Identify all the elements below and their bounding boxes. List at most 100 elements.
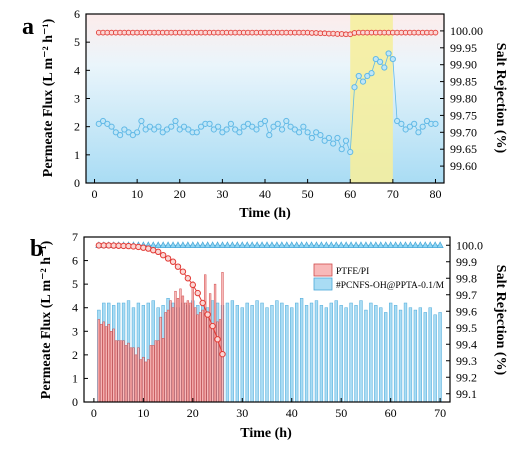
pcnfs-flux-bar xyxy=(280,302,284,403)
pcnfs-rejection-point xyxy=(421,241,429,248)
y-right-tick-label: 99.1 xyxy=(456,387,477,401)
ptfe-flux-bar xyxy=(169,300,172,403)
pcnfs-flux-bar xyxy=(354,305,358,403)
flux-point xyxy=(411,120,418,127)
ptfe-flux-bar xyxy=(105,326,108,403)
ptfe-flux-bar xyxy=(112,328,115,403)
pcnfs-rejection-point xyxy=(347,241,355,248)
y-left-tick-label: 2 xyxy=(72,348,78,362)
pcnfs-flux-bar xyxy=(408,307,413,403)
flux-point xyxy=(278,126,286,133)
x-tick-label: 80 xyxy=(429,187,441,201)
pcnfs-flux-bar xyxy=(225,302,230,403)
flux-point xyxy=(308,134,315,142)
pcnfs-rejection-point xyxy=(436,241,444,248)
x-tick-label: 30 xyxy=(236,406,248,420)
flux-point xyxy=(313,129,320,136)
flux-point xyxy=(266,132,273,139)
flux-point xyxy=(116,132,124,139)
panel-b-x-axis-title: Time (h) xyxy=(240,426,292,441)
x-tick-label: 10 xyxy=(131,187,143,201)
ptfe-rejection-point xyxy=(219,350,226,358)
y-left-tick-label: 2 xyxy=(74,120,80,134)
panel-b-plot-frame xyxy=(83,236,451,403)
x-tick-label: 10 xyxy=(137,406,149,420)
pcnfs-flux-bar xyxy=(393,305,398,403)
pcnfs-flux-bar xyxy=(255,300,259,403)
panel-a-x-ticks: 0 10 20 30 40 50 60 70 80 xyxy=(92,179,441,201)
pcnfs-flux-bar xyxy=(344,307,348,403)
ptfe-flux-bar xyxy=(194,307,197,403)
ptfe-flux-bar xyxy=(127,342,130,403)
ptfe-flux-bar xyxy=(174,290,177,403)
flux-point xyxy=(232,126,239,133)
flux-point xyxy=(206,120,213,127)
pcnfs-rejection-point xyxy=(278,241,286,248)
x-tick-label: 50 xyxy=(335,406,347,420)
flux-point xyxy=(347,148,354,156)
pcnfs-rejection-point xyxy=(377,241,385,248)
y-right-tick-label: 99.2 xyxy=(456,370,477,384)
ptfe-rejection-point xyxy=(189,281,197,289)
flux-point xyxy=(338,146,345,153)
pcnfs-rejection-point xyxy=(302,241,311,248)
y-right-tick-label: 99.9 xyxy=(456,255,477,269)
ptfe-flux-bar xyxy=(147,359,150,403)
flux-point xyxy=(236,129,243,136)
flux-point xyxy=(330,140,337,147)
y-right-tick-label: 99.65 xyxy=(450,142,477,156)
x-tick-label: 0 xyxy=(92,187,98,201)
ptfe-flux-bar xyxy=(161,338,165,403)
ptfe-flux-bar xyxy=(189,302,192,403)
panel-b-left-axis-title: Permeate Flux (L m⁻² h⁻¹) xyxy=(39,240,54,399)
y-left-tick-label: 6 xyxy=(72,254,78,268)
pcnfs-flux-bar xyxy=(295,302,299,403)
ptfe-flux-bar xyxy=(184,302,187,403)
y-right-tick-label: 99.90 xyxy=(450,58,477,72)
panel-b-x-ticks: 0 10 20 30 40 50 60 70 xyxy=(91,398,446,420)
x-tick-label: 20 xyxy=(174,187,186,201)
flux-point xyxy=(244,120,252,127)
ptfe-rejection-point xyxy=(179,268,187,275)
x-tick-label: 30 xyxy=(216,187,228,201)
pcnfs-rejection-point xyxy=(352,241,360,248)
pcnfs-rejection-point xyxy=(248,241,256,248)
ptfe-flux-bar xyxy=(97,319,100,403)
pcnfs-flux-bar xyxy=(403,302,408,403)
pcnfs-flux-bar xyxy=(359,300,363,403)
pcnfs-rejection-point xyxy=(293,241,301,248)
y-right-tick-label: 99.6 xyxy=(456,304,477,318)
pcnfs-flux-bar xyxy=(275,300,279,403)
flux-point xyxy=(351,84,358,91)
ptfe-flux-bar xyxy=(144,361,147,403)
flux-point xyxy=(359,78,367,85)
flux-point xyxy=(317,132,324,139)
panel-a-left-ticks: 0 1 2 3 4 5 6 xyxy=(74,7,90,190)
flux-point xyxy=(185,126,192,133)
pcnfs-flux-bar xyxy=(423,312,427,403)
x-tick-label: 70 xyxy=(434,406,446,420)
flux-point xyxy=(159,129,166,136)
ptfe-rejection-point xyxy=(184,275,192,282)
ptfe-flux-bar xyxy=(129,347,133,403)
panel-b-right-ticks: 99.1 99.2 99.3 99.4 99.5 99.6 99.7 99.8 99.9 100.… xyxy=(446,238,483,401)
y-right-tick-label: 99.85 xyxy=(450,75,477,89)
ptfe-flux-bar xyxy=(191,281,194,403)
pcnfs-rejection-point xyxy=(387,241,395,248)
flux-point xyxy=(419,123,426,130)
ptfe-flux-bar xyxy=(110,331,113,403)
ptfe-flux-bar xyxy=(102,321,105,403)
panel-a-x-axis-title: Time (h) xyxy=(239,206,291,221)
pcnfs-flux-bar xyxy=(418,307,422,403)
pcnfs-rejection-point xyxy=(154,241,162,248)
ptfe-rejection-point xyxy=(209,322,216,330)
y-right-tick-label: 99.80 xyxy=(450,92,477,106)
pcnfs-flux-bar xyxy=(260,302,264,403)
x-tick-label: 20 xyxy=(187,406,199,420)
x-tick-label: 40 xyxy=(259,187,271,201)
ptfe-flux-bar xyxy=(107,323,110,403)
flux-point xyxy=(406,123,414,130)
ptfe-flux-bar xyxy=(196,314,199,403)
flux-point xyxy=(295,129,303,136)
